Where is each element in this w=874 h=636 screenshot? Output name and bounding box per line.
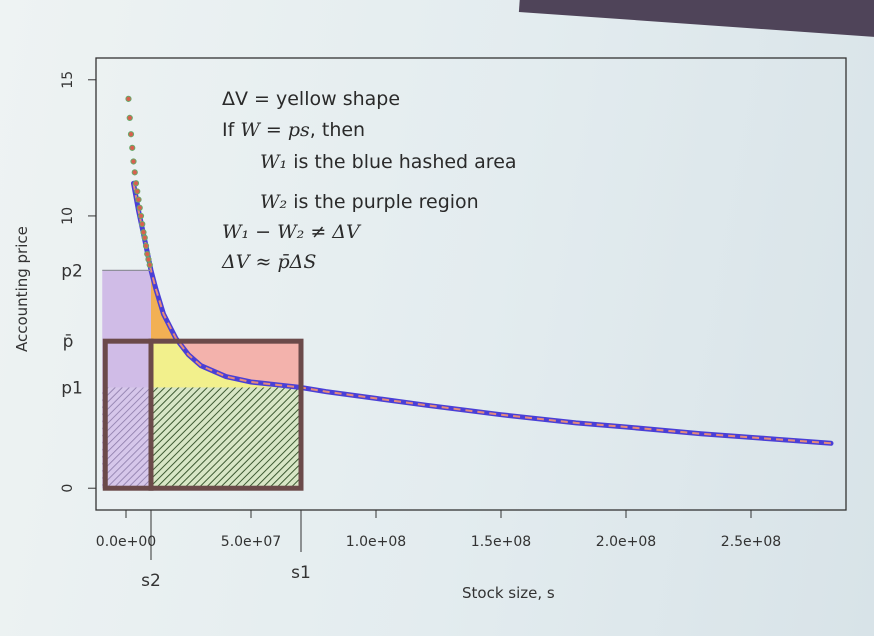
data-point bbox=[141, 234, 148, 241]
data-point bbox=[145, 256, 152, 263]
annotation-text: W₁ bbox=[260, 151, 287, 173]
x-tick-label: 1.0e+08 bbox=[346, 534, 406, 550]
data-point bbox=[137, 212, 145, 220]
data-point bbox=[130, 158, 137, 165]
hashed-area bbox=[151, 387, 301, 489]
annotation-line: W₁ is the blue hashed area bbox=[260, 151, 517, 173]
y-tick-label: 15 bbox=[60, 71, 76, 89]
series-dashed-overlay bbox=[132, 183, 832, 445]
data-point bbox=[131, 169, 138, 176]
data-point bbox=[142, 242, 150, 249]
pbar-label: p̄ bbox=[63, 332, 74, 352]
annotation-text: = yellow shape bbox=[248, 88, 400, 110]
data-point bbox=[135, 196, 142, 203]
yellow-shape bbox=[151, 341, 301, 388]
annotation-text: is the purple region bbox=[287, 191, 479, 213]
annotation-text: ΔV ≈ p̄ΔS bbox=[221, 251, 316, 273]
y-tick-label: 10 bbox=[60, 207, 76, 225]
annotation-text: If bbox=[222, 119, 240, 141]
annotation-text: ΔV bbox=[222, 88, 248, 110]
annotation-text: , then bbox=[310, 119, 365, 141]
annotation-text: is the blue hashed area bbox=[287, 151, 516, 173]
annotation-line: W₂ is the purple region bbox=[260, 191, 479, 213]
annotation-line: ΔV = yellow shape bbox=[222, 88, 400, 110]
annotation-line: If W = ps, then bbox=[222, 119, 365, 141]
p2-label: p2 bbox=[61, 261, 83, 281]
data-point bbox=[127, 131, 135, 138]
y-axis-title: Accounting price bbox=[13, 226, 31, 352]
salmon-region bbox=[181, 341, 301, 388]
annotation-text: W₁ − W₂ ≠ ΔV bbox=[222, 221, 362, 243]
y-tick-label: 0 bbox=[60, 484, 76, 493]
p1-label: p1 bbox=[61, 378, 83, 398]
data-point bbox=[126, 114, 133, 122]
x-tick-label: 1.5e+08 bbox=[471, 534, 531, 550]
purple-hatch bbox=[102, 387, 151, 489]
data-point bbox=[129, 144, 136, 151]
data-point bbox=[144, 250, 151, 258]
x-axis-title: Stock size, s bbox=[462, 584, 555, 602]
x-tick-label: 0.0e+00 bbox=[96, 534, 156, 550]
data-point bbox=[136, 204, 143, 211]
annotation-line: W₁ − W₂ ≠ ΔV bbox=[222, 221, 362, 243]
orange-region bbox=[151, 270, 178, 342]
plot-box bbox=[95, 57, 847, 511]
frame-right bbox=[148, 338, 304, 491]
data-point bbox=[132, 180, 140, 187]
data-point bbox=[146, 261, 153, 269]
s2-label: s2 bbox=[141, 571, 161, 591]
x-tick-label: 5.0e+07 bbox=[221, 534, 281, 550]
data-point bbox=[139, 220, 146, 228]
data-point bbox=[125, 95, 132, 102]
x-tick-label: 2.5e+08 bbox=[721, 534, 781, 550]
data-point bbox=[140, 229, 147, 236]
annotation-text: W = ps bbox=[240, 119, 310, 141]
data-point bbox=[134, 188, 141, 195]
x-tick-label: 2.0e+08 bbox=[596, 534, 656, 550]
s1-label: s1 bbox=[291, 563, 311, 583]
annotation-line: ΔV ≈ p̄ΔS bbox=[221, 251, 316, 273]
annotation-text: W₂ bbox=[260, 191, 287, 213]
